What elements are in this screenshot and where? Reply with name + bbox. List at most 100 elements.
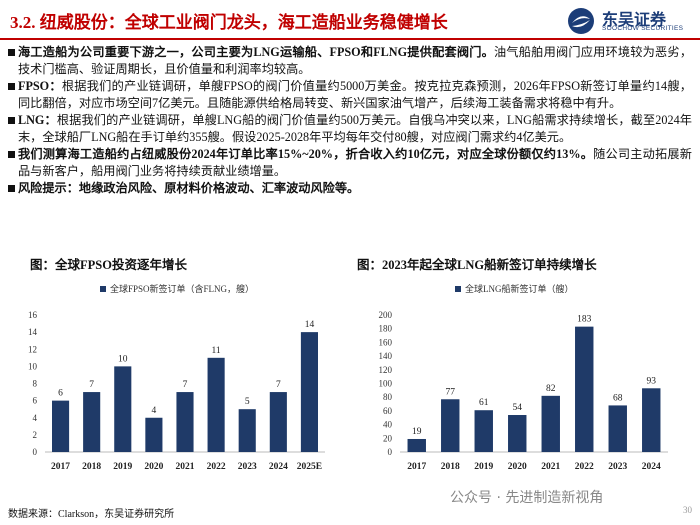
watermark: 公众号 · 先进制造新视角 (450, 490, 604, 506)
x-tick-label: 2017 (51, 462, 70, 472)
bar (269, 392, 287, 452)
value-label: 54 (513, 403, 523, 413)
bullet: LNG：根据我们的产业链调研，单艘LNG船的阀门价值量约500万美元。自俄乌冲突… (8, 112, 692, 146)
legend-label: 全球LNG船新签订单（艘） (465, 283, 574, 294)
x-tick-label: 2023 (238, 462, 257, 472)
value-label: 7 (89, 380, 94, 390)
value-label: 82 (546, 384, 556, 394)
y-tick-label: 40 (383, 420, 393, 430)
source-note: 数据来源：Clarkson，东吴证券研究所 (8, 509, 175, 520)
bar (407, 438, 426, 452)
bar (642, 388, 661, 452)
y-tick-label: 2 (33, 430, 38, 440)
y-tick-label: 200 (379, 310, 393, 320)
y-tick-label: 14 (28, 327, 38, 337)
bar (83, 392, 101, 452)
y-tick-label: 4 (33, 413, 38, 423)
y-tick-label: 0 (388, 447, 393, 457)
bullet: 风险提示：地缘政治风险、原材料价格波动、汇率波动风险等。 (8, 180, 692, 197)
bullet-text: LNG： (18, 113, 57, 127)
x-tick-label: 2020 (144, 462, 163, 472)
logo-icon (568, 8, 594, 34)
bullet-text: FPSO： (18, 79, 62, 93)
bar (300, 332, 318, 452)
bar (114, 366, 132, 452)
bar (575, 326, 594, 452)
value-label: 7 (183, 380, 188, 390)
x-tick-label: 2017 (407, 462, 426, 472)
logo: 东吴证券 SOOCHOW SECURITIES (566, 6, 686, 36)
bullet: 海工造船为公司重要下游之一，公司主要为LNG运输船、FPSO和FLNG提供配套阀… (8, 44, 692, 78)
x-tick-label: 2024 (642, 462, 661, 472)
bar (441, 399, 460, 452)
bullet-text: 海工造船为公司重要下游之一，公司主要为LNG运输船、FPSO和FLNG提供配套阀… (18, 45, 495, 59)
value-label: 77 (446, 387, 456, 397)
bullet-text: 根据我们的产业链调研，单艘FPSO的阀门价值量约5000万美金。按克拉克森预测，… (18, 79, 692, 110)
bar (541, 395, 560, 452)
chart-title: 图：全球FPSO投资逐年增长 (30, 257, 187, 272)
x-tick-label: 2019 (474, 462, 493, 472)
value-label: 5 (245, 397, 250, 407)
chart-title: 图：2023年起全球LNG船新签订单持续增长 (357, 257, 597, 272)
x-tick-label: 2022 (207, 462, 226, 472)
y-tick-label: 20 (383, 433, 393, 443)
y-tick-label: 180 (379, 324, 393, 334)
logo-text: 东吴证券 (602, 12, 667, 29)
value-label: 68 (613, 393, 623, 403)
x-tick-label: 2022 (575, 462, 594, 472)
bullet-text: 油气船舶用阀门应用环境较为恶劣，技术门槛高、验证周期长，且价值量和利润率均较高。 (18, 45, 693, 76)
x-tick-label: 2021 (541, 462, 560, 472)
bullet: 我们测算海工造船约占纽威股份2024年订单比率15%~20%，折合收入约10亿元… (8, 146, 692, 180)
value-label: 183 (577, 315, 592, 325)
title-rule (0, 38, 700, 40)
y-tick-label: 100 (379, 379, 393, 389)
x-tick-label: 2020 (508, 462, 527, 472)
y-tick-label: 16 (28, 310, 38, 320)
x-tick-label: 2018 (82, 462, 101, 472)
y-tick-label: 60 (383, 406, 393, 416)
bar (145, 417, 163, 452)
bar (52, 400, 70, 452)
bullet: FPSO：根据我们的产业链调研，单艘FPSO的阀门价值量约5000万美金。按克拉… (8, 78, 692, 112)
logo-subtext: SOOCHOW SECURITIES (602, 25, 684, 32)
x-tick-label: 2019 (113, 462, 132, 472)
x-tick-label: 2021 (176, 462, 195, 472)
y-tick-label: 8 (33, 379, 38, 389)
value-label: 10 (118, 354, 128, 364)
page-number: 30 (683, 505, 692, 515)
bar (608, 405, 627, 452)
value-label: 6 (58, 389, 63, 399)
value-label: 19 (412, 427, 422, 437)
bullet-list: 海工造船为公司重要下游之一，公司主要为LNG运输船、FPSO和FLNG提供配套阀… (8, 44, 692, 197)
bar (207, 357, 225, 452)
x-tick-label: 2023 (608, 462, 627, 472)
bullet-text: 风险提示：地缘政治风险、原材料价格波动、汇率波动风险等。 (18, 181, 360, 195)
x-tick-label: 2025E (297, 462, 322, 472)
x-tick-label: 2018 (441, 462, 460, 472)
value-label: 7 (276, 380, 281, 390)
bullet-text: 我们测算海工造船约占纽威股份2024年订单比率15%~20%，折合收入约10亿元… (18, 147, 594, 161)
value-label: 61 (479, 398, 489, 408)
y-tick-label: 12 (28, 344, 37, 354)
legend-swatch (100, 286, 106, 292)
bullet-text: 根据我们的产业链调研，单艘LNG船的阀门价值量约500万美元。自俄乌冲突以来，L… (18, 113, 692, 144)
legend-label: 全球FPSO新签订单（含FLNG，艘） (110, 283, 254, 294)
y-tick-label: 6 (33, 396, 38, 406)
value-label: 4 (152, 406, 157, 416)
y-tick-label: 160 (379, 337, 393, 347)
bar (176, 392, 194, 452)
y-tick-label: 0 (33, 447, 38, 457)
slide-title: 3.2. 纽威股份：全球工业阀门龙头，海工造船业务稳健增长 (10, 13, 448, 32)
bar (474, 410, 493, 452)
value-label: 14 (305, 320, 315, 330)
charts: 图：全球FPSO投资逐年增长全球FPSO新签订单（含FLNG，艘）0246810… (28, 257, 668, 472)
y-tick-label: 140 (379, 351, 393, 361)
y-tick-label: 10 (28, 361, 38, 371)
value-label: 93 (647, 376, 657, 386)
bar (508, 415, 527, 452)
bullet-text: 随公司主动拓展新品与新客户，船用阀门业务将持续贡献业绩增量。 (18, 147, 692, 178)
value-label: 11 (212, 346, 221, 356)
y-tick-label: 120 (379, 365, 393, 375)
bar (238, 409, 256, 452)
